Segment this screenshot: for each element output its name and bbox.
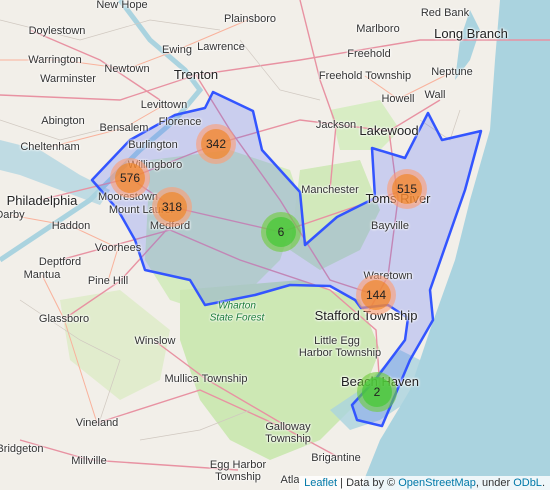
place-label: Marlboro [356, 22, 400, 35]
marker-cluster[interactable]: 144 [356, 275, 396, 315]
odbl-link[interactable]: ODbL [513, 477, 542, 489]
openstreetmap-link[interactable]: OpenStreetMap [398, 477, 476, 489]
leaflet-link[interactable]: Leaflet [304, 477, 338, 489]
place-label: Mantua [23, 268, 61, 281]
city-label: Stafford Township [314, 307, 418, 323]
place-label: Mullica Township [164, 372, 248, 385]
marker-cluster[interactable]: 515 [387, 169, 427, 209]
place-label: Galloway [265, 420, 311, 433]
attribution-text: , under [475, 477, 514, 489]
coverage-region[interactable] [90, 90, 483, 428]
place-label: Little Egg [314, 334, 360, 347]
cluster-count: 6 [266, 217, 296, 247]
place-label: Red Bank [420, 6, 470, 19]
place-label: Atla [280, 473, 300, 486]
place-label: Warminster [40, 72, 96, 85]
cluster-count: 318 [157, 192, 187, 222]
cluster-count: 144 [361, 280, 391, 310]
city-label: Lakewood [359, 122, 419, 138]
place-label: Harbor Township [298, 346, 382, 359]
city-label: Philadelphia [6, 192, 78, 208]
park-label: Wharton [218, 300, 256, 312]
attribution-text: | Data by © [337, 477, 399, 489]
attribution-text: . [541, 477, 545, 489]
place-label: New Hope [96, 0, 148, 11]
place-label: Warrington [28, 53, 82, 66]
place-label: Deptford [38, 255, 82, 268]
place-label: Brigantine [311, 451, 361, 464]
place-label: Jackson [315, 118, 357, 131]
marker-cluster[interactable]: 2 [357, 372, 397, 412]
cluster-count: 515 [392, 174, 422, 204]
place-label: Vineland [75, 416, 119, 429]
place-label: Burlington [128, 138, 178, 151]
place-label: Lawrence [197, 40, 245, 53]
place-label: Manchester [301, 183, 359, 196]
place-label: Darby [0, 208, 25, 221]
place-label: Florence [158, 115, 202, 128]
cluster-count: 576 [115, 163, 145, 193]
city-label: Trenton [173, 66, 219, 82]
place-label: Voorhees [94, 241, 142, 254]
marker-cluster[interactable]: 318 [152, 187, 192, 227]
place-label: Millville [71, 454, 107, 467]
marker-cluster[interactable]: 576 [110, 158, 150, 198]
park-label: State Forest [209, 312, 265, 324]
place-label: Glassboro [38, 312, 90, 325]
place-label: Cheltenham [20, 140, 80, 153]
place-label: Neptune [431, 65, 473, 78]
place-label: Freehold Township [318, 69, 412, 82]
place-label: Freehold [347, 47, 391, 60]
place-label: Haddon [51, 219, 91, 232]
cluster-count: 342 [201, 129, 231, 159]
cluster-count: 2 [362, 377, 392, 407]
place-label: Winslow [134, 334, 176, 347]
place-label: Egg Harbor [209, 458, 267, 471]
place-label: Howell [381, 92, 415, 105]
marker-cluster[interactable]: 6 [261, 212, 301, 252]
place-label: Newtown [104, 62, 150, 75]
map-attribution: Leaflet | Data by © OpenStreetMap, under… [299, 476, 550, 490]
place-label: Bridgeton [0, 442, 44, 455]
place-label: Township [265, 432, 311, 445]
place-label: Pine Hill [87, 274, 129, 287]
place-label: Bensalem [99, 121, 149, 134]
place-label: Ewing [162, 43, 192, 56]
place-label: Bayville [371, 219, 409, 232]
place-label: Doylestown [28, 24, 86, 37]
city-label: Long Branch [434, 25, 508, 41]
place-label: Township [215, 470, 261, 483]
place-label: Levittown [140, 98, 188, 111]
marker-cluster[interactable]: 342 [196, 124, 236, 164]
place-label: Wall [424, 88, 446, 101]
place-label: Plainsboro [224, 12, 276, 25]
place-label: Abington [41, 114, 85, 127]
